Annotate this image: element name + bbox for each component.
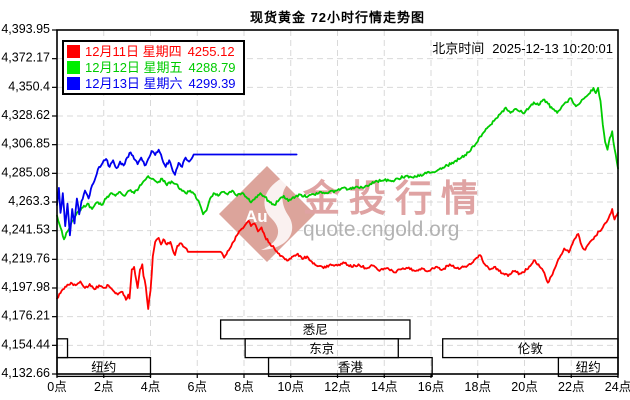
legend-row-day1: 12月11日 星期四 4255.12	[67, 44, 236, 59]
legend-swatch-blue	[67, 77, 80, 90]
legend-swatch-red	[67, 45, 80, 58]
y-axis-label: 4,328.62	[1, 108, 50, 122]
x-axis-label: 16点	[418, 380, 444, 394]
legend-row-day2: 12月12日 星期五 4288.79	[67, 60, 236, 75]
y-axis-label: 4,285.08	[1, 165, 50, 179]
x-axis-label: 4点	[141, 380, 160, 394]
legend-label-day3: 12月13日 星期六	[85, 76, 183, 91]
x-axis-label: 10点	[278, 380, 304, 394]
x-axis-label: 2点	[94, 380, 113, 394]
y-axis-label: 4,306.85	[1, 137, 50, 151]
y-axis-label: 4,393.95	[1, 22, 50, 36]
session-label: 悉尼	[303, 323, 328, 337]
watermark-au-label: Au	[245, 207, 268, 226]
legend-value-day2: 4288.79	[188, 60, 236, 75]
y-axis-label: 4,132.66	[1, 366, 50, 380]
watermark-url-text: quote.cngold.org	[303, 218, 459, 241]
price-line-12月12日 星期五	[56, 87, 619, 241]
x-axis-label: 6点	[188, 380, 207, 394]
legend-value-day1: 4255.12	[187, 44, 235, 59]
legend-value-day3: 4299.39	[188, 76, 236, 91]
x-axis-label: 18点	[465, 380, 491, 394]
legend-label-day1: 12月11日 星期四	[85, 44, 182, 59]
y-axis-label: 4,176.21	[1, 309, 50, 323]
y-axis-label: 4,241.53	[1, 223, 50, 237]
chart-title: 现货黄金 72小时行情走势图	[249, 10, 426, 25]
x-axis-label: 8点	[234, 380, 253, 394]
session-box-香港	[267, 356, 433, 378]
session-label: 纽约	[576, 360, 601, 375]
session-label: 伦敦	[518, 341, 544, 356]
session-label: 东京	[309, 342, 334, 356]
y-axis-label: 4,154.44	[1, 337, 50, 351]
legend-swatch-green	[67, 61, 80, 74]
session-box-small	[56, 338, 69, 359]
beijing-time: 北京时间 2025-12-13 10:20:01	[432, 38, 613, 57]
chart-legend: 12月11日 星期四 4255.12 12月12日 星期五 4288.79 12…	[62, 40, 245, 95]
legend-label-day2: 12月12日 星期五	[85, 60, 183, 75]
price-line-12月13日 星期六	[56, 148, 298, 237]
y-axis-label: 4,263.3	[8, 194, 50, 208]
x-axis-label: 22点	[558, 380, 584, 394]
y-axis-label: 4,372.17	[1, 51, 50, 65]
price-line-12月11日 星期四	[56, 208, 619, 310]
watermark-brand-text: 金投行情	[303, 177, 487, 219]
x-axis-label: 14点	[371, 380, 397, 394]
y-axis-label: 4,197.98	[1, 280, 50, 294]
y-axis-label: 4,350.4	[8, 79, 50, 93]
x-axis-label: 20点	[511, 380, 537, 394]
session-label: 香港	[338, 361, 364, 375]
legend-row-day3: 12月13日 星期六 4299.39	[67, 76, 236, 91]
beijing-time-value: 2025-12-13 10:20:01	[492, 41, 613, 56]
x-axis-label: 0点	[47, 380, 66, 394]
y-axis-label: 4,219.76	[1, 251, 50, 265]
watermark-diamond	[219, 166, 315, 262]
x-axis-label: 24点	[605, 380, 630, 394]
x-axis-label: 12点	[324, 380, 350, 394]
session-label: 纽约	[91, 360, 116, 375]
beijing-time-label: 北京时间	[432, 41, 485, 56]
watermark-swirl	[261, 176, 294, 250]
